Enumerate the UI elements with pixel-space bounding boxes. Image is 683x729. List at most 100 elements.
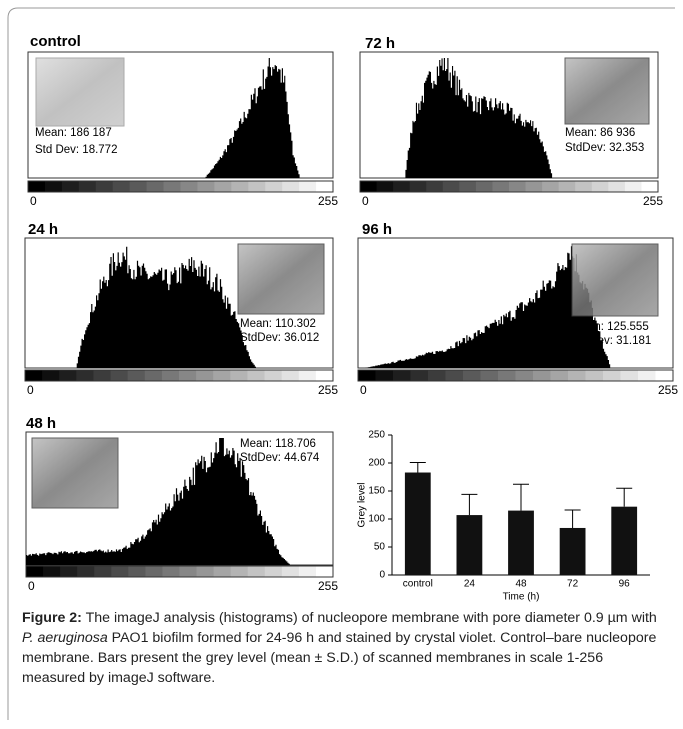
lut-cell xyxy=(28,181,46,192)
mean-label: Mean: 186 187 xyxy=(35,127,112,139)
sd-label: StdDev: 36.012 xyxy=(240,332,319,344)
lut-cell xyxy=(25,370,43,381)
lut-cell xyxy=(247,370,266,381)
bar xyxy=(559,527,586,575)
lut-cell xyxy=(315,370,334,381)
x-tick-label: 24 xyxy=(464,579,476,590)
x-tick-label: 72 xyxy=(567,579,579,590)
lut-frame xyxy=(25,565,334,578)
lut-cell xyxy=(620,370,639,381)
lut-cell xyxy=(77,566,95,577)
lut-frame xyxy=(27,180,334,193)
bar xyxy=(508,510,534,575)
lut-max: 255 xyxy=(318,383,338,397)
lut-cell xyxy=(515,370,534,381)
x-tick-label: 96 xyxy=(619,579,631,590)
lut-cell xyxy=(196,370,214,381)
lut-cell xyxy=(480,370,499,381)
histogram xyxy=(28,58,333,178)
lut-cell xyxy=(43,566,61,577)
lut-cell xyxy=(442,181,460,192)
lut-cell xyxy=(393,181,411,192)
error-bar xyxy=(461,493,478,516)
y-tick-label: 150 xyxy=(368,486,385,497)
lut-cell xyxy=(93,370,112,381)
caption: Figure 2: The imageJ analysis (histogram… xyxy=(22,608,662,688)
lut-frame xyxy=(24,369,334,382)
caption-species: P. aeruginosa xyxy=(22,630,108,646)
lut-cell xyxy=(213,566,232,577)
lut-frame xyxy=(359,180,659,193)
lut-cell xyxy=(509,181,527,192)
lut-cell xyxy=(281,566,300,577)
lut-cell xyxy=(127,370,146,381)
lut-cell xyxy=(426,181,444,192)
caption-label: Figure 2: xyxy=(22,610,82,626)
lut-cell xyxy=(94,566,112,577)
lut-cell xyxy=(214,181,232,192)
lut-cell xyxy=(299,181,317,192)
lut-min: 0 xyxy=(28,579,35,593)
lut-cell xyxy=(161,370,180,381)
histogram xyxy=(360,58,658,178)
lut-cell xyxy=(59,370,77,381)
lut-cell xyxy=(542,181,560,192)
lut-cell xyxy=(298,566,317,577)
lut-cell xyxy=(179,370,197,381)
lut-cell xyxy=(95,181,114,192)
bar xyxy=(404,472,431,575)
lut-cell xyxy=(575,181,593,192)
lut-cell xyxy=(265,181,283,192)
lut-cell xyxy=(179,566,198,577)
thumbnail xyxy=(571,243,659,317)
lut-cell xyxy=(375,370,394,381)
lut-cell xyxy=(641,181,659,192)
lut-cell xyxy=(230,370,248,381)
caption-text: The imageJ analysis (histograms) of nucl… xyxy=(81,610,657,626)
panel-title: 48 h xyxy=(26,415,56,432)
lut-max: 255 xyxy=(318,579,338,593)
lut-cell xyxy=(230,566,249,577)
lut-frame xyxy=(357,369,674,382)
lut-cell xyxy=(316,181,334,192)
lut-cell xyxy=(624,181,642,192)
sd-label: StdDev: 31.181 xyxy=(572,335,651,347)
mean-label: Mean: 110.302 xyxy=(240,318,316,330)
lut-cell xyxy=(60,566,78,577)
lut-cell xyxy=(445,370,464,381)
lut-cell xyxy=(638,370,656,381)
lut-cell xyxy=(298,370,317,381)
lut-cell xyxy=(162,566,180,577)
lut-cell xyxy=(376,181,394,192)
lut-cell xyxy=(197,181,215,192)
error-bar xyxy=(513,483,529,511)
lut-cell xyxy=(146,181,165,192)
lut-cell xyxy=(213,370,231,381)
lut-cell xyxy=(463,370,481,381)
lut-cell xyxy=(111,566,129,577)
lut-cell xyxy=(428,370,446,381)
mean-label: Mean: 118.706 xyxy=(240,438,316,450)
lut-cell xyxy=(163,181,181,192)
lut-cell xyxy=(145,566,163,577)
lut-cell xyxy=(247,566,266,577)
lut-cell xyxy=(248,181,266,192)
lut-max: 255 xyxy=(658,383,678,397)
lut-min: 0 xyxy=(30,194,37,208)
lut-cell xyxy=(459,181,477,192)
lut-cell xyxy=(44,181,63,192)
lut-max: 255 xyxy=(318,194,338,208)
lut-cell xyxy=(61,181,80,192)
histogram xyxy=(25,246,333,368)
y-axis-title: Grey level xyxy=(357,482,368,527)
lut-cell xyxy=(360,181,378,192)
error-bar xyxy=(564,509,581,528)
x-tick-label: control xyxy=(403,579,433,590)
sd-label: Std Dev: 18.772 xyxy=(35,144,117,156)
lut-cell xyxy=(358,370,376,381)
figure-border xyxy=(7,7,675,720)
lut-cell xyxy=(110,370,129,381)
y-tick-label: 250 xyxy=(368,430,385,441)
